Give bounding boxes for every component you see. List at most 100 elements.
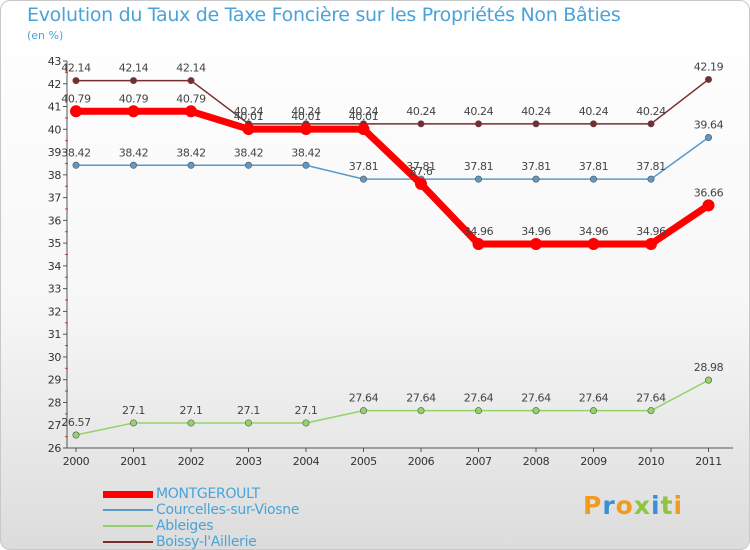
data-label: 40.79 [61, 92, 91, 105]
data-point [357, 123, 370, 136]
y-tick-label: 29 [48, 374, 62, 387]
data-label: 27.1 [180, 404, 203, 417]
y-tick-label: 32 [48, 305, 61, 318]
data-point [704, 376, 712, 384]
data-point [245, 161, 253, 169]
x-tick-label: 2006 [408, 455, 435, 468]
data-point [589, 407, 597, 415]
series-courcelles-sur-viosne [72, 133, 712, 183]
data-point [474, 175, 482, 183]
data-point [70, 105, 82, 118]
data-point [359, 407, 367, 415]
series-ableiges [72, 376, 712, 439]
data-point [587, 238, 600, 251]
data-point [474, 407, 482, 415]
data-label: 39.64 [694, 118, 724, 131]
y-tick-label: 37 [48, 192, 62, 205]
data-point [417, 120, 425, 128]
chart-axes: 26 27 28 29 30 31 32 33 34 35 36 37 38 39 40 41 42 43 2000… [48, 55, 733, 468]
data-label: 40.24 [464, 105, 494, 118]
data-label: 27.64 [636, 392, 666, 405]
legend-label: Courcelles-sur-Viosne [156, 502, 300, 518]
data-point [130, 419, 138, 427]
logo-letter: t [660, 491, 674, 520]
data-label: 40.79 [176, 92, 206, 105]
data-point [417, 407, 425, 415]
data-label: 27.64 [521, 392, 551, 405]
y-tick-label: 39 [48, 146, 62, 159]
data-label: 40.01 [349, 110, 379, 123]
x-tick-label: 2001 [120, 455, 146, 468]
legend-swatch [103, 509, 153, 511]
series-line [75, 78, 710, 125]
x-tick-label: 2004 [293, 455, 320, 468]
data-label: 27.64 [579, 392, 609, 405]
data-point [302, 419, 310, 427]
chart-subtitle: (en %) [27, 29, 64, 42]
y-tick-label: 38 [48, 169, 62, 182]
data-label: 38.42 [61, 146, 91, 159]
y-tick-label: 43 [48, 55, 62, 68]
x-tick-label: 2000 [63, 455, 90, 468]
logo-letter: i [673, 491, 684, 520]
data-label: 40.24 [521, 105, 551, 118]
data-point [415, 177, 427, 190]
logo-letter: i [651, 491, 661, 520]
data-label: 38.42 [119, 146, 149, 159]
data-label: 40.01 [234, 110, 264, 123]
data-point [532, 120, 540, 128]
x-tick-label: 2002 [178, 455, 204, 468]
data-point [302, 161, 310, 169]
data-label: 42.14 [119, 62, 149, 75]
legend-swatch [103, 490, 153, 498]
y-tick-label: 26 [48, 442, 62, 455]
y-tick-label: 36 [48, 214, 62, 227]
proxiti-logo: Proxiti [583, 491, 683, 520]
data-point [472, 238, 485, 251]
data-point [187, 77, 195, 85]
data-label: 37.81 [521, 160, 551, 173]
data-point [474, 120, 482, 128]
data-label: 36.66 [694, 186, 724, 199]
y-tick-label: 40 [48, 123, 62, 136]
data-point [72, 431, 80, 439]
series-layer [70, 75, 715, 439]
data-label: 37.81 [636, 160, 666, 173]
data-labels-layer: 42.14 42.14 42.14 40.24 40.24 40.24 40.24 40.24… [61, 60, 724, 429]
data-point [704, 75, 712, 83]
series-montgeroult [70, 105, 715, 251]
data-label: 27.1 [237, 404, 260, 417]
data-label: 42.19 [694, 60, 724, 73]
series-boissy-l-aillerie [72, 75, 712, 128]
data-point [532, 175, 540, 183]
data-label: 42.14 [61, 62, 91, 75]
data-label: 34.96 [636, 225, 666, 238]
data-point [702, 199, 715, 212]
data-label: 37.81 [406, 160, 436, 173]
y-tick-label: 34 [48, 260, 62, 273]
data-label: 28.98 [694, 361, 724, 374]
x-tick-label: 2009 [580, 455, 607, 468]
data-label: 40.79 [119, 92, 149, 105]
y-tick-label: 31 [48, 328, 61, 341]
data-label: 27.64 [349, 392, 379, 405]
data-point [704, 133, 712, 141]
data-point [72, 77, 80, 85]
data-label: 37.81 [464, 160, 494, 173]
data-label: 34.96 [464, 225, 494, 238]
data-label: 27.64 [406, 392, 436, 405]
data-label: 34.96 [579, 225, 609, 238]
x-tick-label: 2010 [638, 455, 665, 468]
data-label: 40.24 [636, 105, 666, 118]
y-tick-label: 41 [48, 101, 61, 114]
y-tick-label: 27 [48, 419, 62, 432]
chart-title: Evolution du Taux de Taxe Foncière sur l… [27, 4, 621, 26]
data-label: 37.81 [579, 160, 609, 173]
data-point [589, 120, 597, 128]
data-point [130, 77, 138, 85]
data-point [185, 105, 197, 118]
data-label: 37.6 [410, 165, 433, 178]
data-point [647, 175, 655, 183]
